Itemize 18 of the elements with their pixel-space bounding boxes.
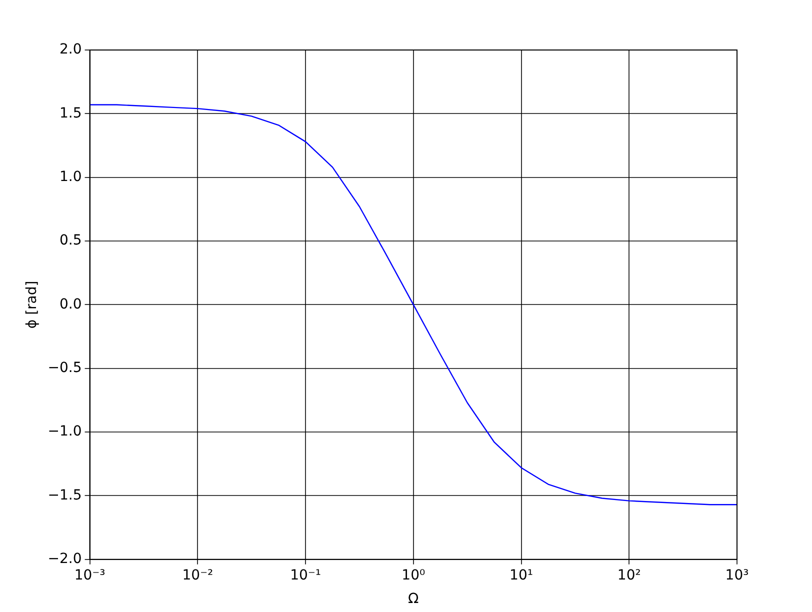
x-tick-label: 10³ (725, 567, 749, 584)
x-tick-label: 10⁰ (402, 567, 426, 584)
x-tick-label: 10⁻² (182, 567, 214, 584)
x-tick-label: 10² (617, 567, 641, 584)
x-axis-title: Ω (408, 591, 420, 608)
y-tick-label: −1.0 (48, 424, 82, 440)
y-tick-label: −2.0 (48, 551, 82, 568)
y-tick-label: 0.0 (60, 296, 82, 312)
x-tick-label: 10¹ (510, 567, 533, 584)
y-tick-label: 1.0 (60, 168, 82, 185)
x-tick-label: 10⁻³ (74, 567, 106, 584)
y-tick-label: 1.5 (60, 105, 82, 122)
y-tick-label: 0.5 (60, 232, 82, 249)
y-axis-title: ϕ [rad] (24, 280, 40, 329)
x-tick-label: 10⁻¹ (290, 567, 321, 584)
y-tick-label: −1.5 (48, 487, 82, 504)
y-tick-label: −0.5 (48, 360, 82, 376)
y-tick-label: 2.0 (60, 42, 82, 58)
